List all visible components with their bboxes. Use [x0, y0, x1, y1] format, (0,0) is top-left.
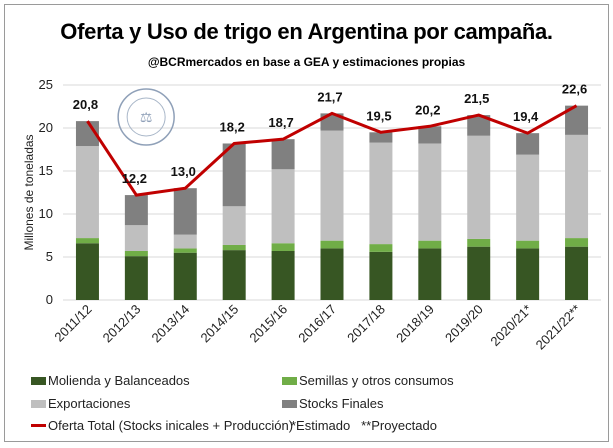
bar-segment [222, 250, 246, 300]
legend-label: Stocks Finales [299, 396, 384, 411]
bar-segment [75, 243, 99, 300]
chart-subtitle: @BCRmercados en base a GEA y estimacione… [147, 55, 466, 69]
y-axis-label: Millones de toneladas [22, 134, 36, 250]
y-tick-label: 10 [39, 206, 53, 221]
legend-stocks: Stocks Finales [282, 396, 384, 411]
x-tick-label: 2020/21* [487, 302, 534, 349]
bar-segment [320, 248, 344, 300]
bar-segment [516, 133, 540, 155]
bar-segment [222, 244, 246, 251]
legend-swatch [282, 376, 297, 385]
logo-seal [117, 88, 175, 146]
bar-segment [271, 139, 295, 170]
data-label: 19,4 [513, 109, 539, 124]
legend-molienda: Molienda y Balanceados [31, 373, 190, 388]
legend-line-swatch [31, 424, 46, 427]
y-tick-label: 25 [39, 77, 53, 92]
bar-segment [418, 126, 442, 144]
bar-segment [320, 130, 344, 241]
data-label: 21,5 [464, 91, 489, 106]
x-tick-label: 2017/18 [344, 302, 388, 346]
x-tick-label: 2012/13 [100, 302, 144, 346]
bar-segment [467, 246, 491, 300]
bar-segment [369, 142, 393, 245]
x-tick-label: 2011/12 [51, 302, 94, 345]
x-tick-label: 2016/17 [295, 302, 339, 346]
y-tick-label: 15 [39, 163, 53, 178]
data-label: 22,6 [562, 82, 587, 97]
bar-segment [173, 188, 197, 235]
legend-label: Exportaciones [48, 396, 131, 411]
legend-swatch [282, 399, 297, 408]
legend-label: Oferta Total (Stocks inicales + Producci… [48, 418, 294, 433]
bar-segment [467, 115, 491, 136]
data-label: 20,2 [415, 102, 440, 117]
bar-segment [75, 238, 99, 244]
bar-segment [124, 250, 148, 257]
bar-segment [418, 240, 442, 249]
data-label: 21,7 [317, 89, 342, 104]
logo-seal-inner [126, 97, 166, 137]
x-tick-label: 2021/22** [533, 302, 584, 353]
data-label: 20,8 [73, 97, 98, 112]
y-tick-label: 5 [46, 249, 53, 264]
bar-segment [124, 256, 148, 300]
bar-segment [369, 132, 393, 143]
chart-frame: Oferta y Uso de trigo en Argentina por c… [4, 4, 609, 442]
bar-segment [124, 225, 148, 251]
bar-segment [271, 169, 295, 244]
bar-segment [467, 135, 491, 239]
legend-swatch [31, 376, 46, 385]
chart-title: Oferta y Uso de trigo en Argentina por c… [60, 19, 553, 44]
legend-exportaciones: Exportaciones [31, 396, 130, 411]
data-label: 19,5 [366, 108, 391, 123]
bar-segment [173, 248, 197, 253]
bar-segment [418, 248, 442, 300]
x-tick-label: 2019/20 [442, 302, 486, 346]
logo-scales-icon: ⚖ [140, 109, 153, 125]
bar-segment [369, 244, 393, 252]
y-tick-label: 0 [46, 292, 53, 307]
legend-swatch [31, 399, 46, 408]
oferta-total-line [86, 104, 578, 197]
bar-segment [565, 238, 589, 247]
bar-segment [369, 251, 393, 300]
bar-segment [124, 195, 148, 226]
bar-segment [75, 146, 99, 239]
bar-segment [418, 143, 442, 241]
bar-segment [222, 143, 246, 207]
legend-semillas: Semillas y otros consumos [282, 373, 454, 388]
x-tick-label: 2013/14 [149, 302, 193, 346]
bar-segment [467, 238, 491, 247]
x-tick-label: 2014/15 [197, 302, 241, 346]
bar-segment [271, 250, 295, 300]
bar-segment [565, 134, 589, 239]
legend-note: *Estimado **Proyectado [291, 418, 437, 433]
bar-segment [516, 154, 540, 241]
data-label: 18,7 [268, 115, 293, 130]
data-label: 12,2 [122, 171, 147, 186]
y-tick-label: 20 [39, 120, 53, 135]
bar-segment [565, 246, 589, 300]
x-tick-label: 2015/16 [246, 302, 290, 346]
legend-label: Semillas y otros consumos [299, 373, 454, 388]
bar-segment [320, 240, 344, 249]
bar-segment [271, 243, 295, 251]
x-tick-label: 2018/19 [393, 302, 437, 346]
bar-segment [516, 248, 540, 300]
legend-oferta: Oferta Total (Stocks inicales + Producci… [31, 418, 293, 433]
bar-segment [173, 234, 197, 249]
bar-segment [173, 252, 197, 300]
data-label: 13,0 [171, 164, 196, 179]
legend-label: Molienda y Balanceados [48, 373, 190, 388]
bar-segment [222, 206, 246, 245]
bar-segment [565, 105, 589, 135]
data-label: 18,2 [220, 119, 245, 134]
bar-segment [516, 240, 540, 249]
